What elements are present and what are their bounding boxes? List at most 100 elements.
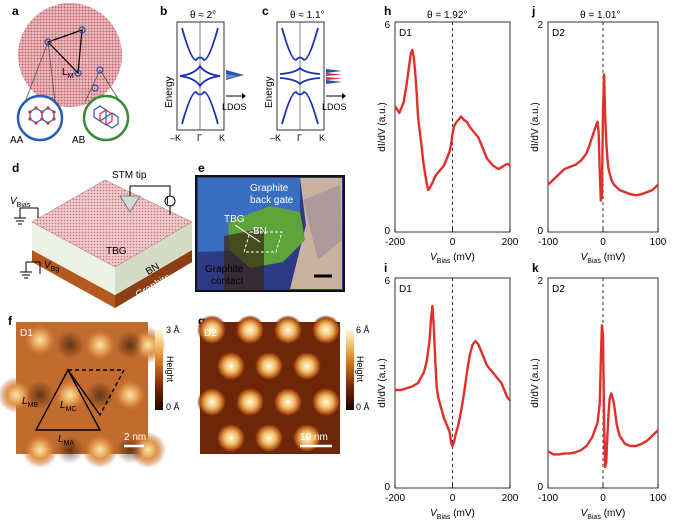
svg-text:LMB: LMB	[22, 396, 38, 409]
panel-h-label: h	[384, 4, 391, 18]
xaxis-label: VBias (mV)	[581, 252, 626, 265]
moire-spot	[22, 322, 58, 358]
xtick-label: -200	[385, 493, 405, 504]
panel-c-ldos: LDOS	[322, 102, 347, 112]
panel-b-title: θ ≈ 2°	[190, 10, 216, 21]
xtick-label: 100	[650, 493, 667, 504]
moire-unit-triangle	[34, 368, 102, 431]
svg-text:K: K	[319, 133, 325, 143]
moire-spot	[273, 315, 303, 345]
ytick-label: 6	[384, 276, 390, 287]
panel-k-label: k	[532, 261, 539, 275]
xtick-label: 0	[450, 493, 456, 504]
svg-text:Graphite: Graphite	[205, 264, 244, 275]
svg-text:K: K	[219, 133, 225, 143]
panel-f-scale: 2 nm	[124, 432, 146, 443]
photo-bn-label: BN	[253, 226, 267, 237]
xtick-label: 200	[502, 493, 519, 504]
svg-text:LMC: LMC	[60, 400, 76, 413]
ytick-label: 0	[537, 226, 543, 237]
panel-j-label: j	[531, 4, 535, 18]
panel-c: c θ ≈ 1.1° Energy LDOS –K Γ K	[262, 4, 347, 143]
svg-text:Γ: Γ	[297, 133, 302, 143]
panel-g: g D2 10 nm 6 Å 0 Å Height	[197, 314, 370, 454]
device-label: D1	[399, 28, 412, 39]
vbg-label: VBg	[44, 260, 59, 273]
svg-text:LMA: LMA	[58, 434, 74, 447]
stm-tip-label: STM tip	[112, 170, 147, 181]
moire-spot	[311, 387, 341, 417]
tbg-surface	[31, 179, 193, 268]
panel-a: a LM AA AB	[10, 3, 130, 146]
panel-e-label: e	[198, 161, 205, 175]
xaxis-label: VBias (mV)	[430, 252, 475, 265]
panel-d: d STM tip I VBias VBg TBG BN G	[10, 161, 193, 308]
ab-label: AB	[72, 135, 86, 146]
colorbar-g	[346, 330, 354, 410]
moire-triangle	[46, 29, 83, 75]
svg-text:0 Å: 0 Å	[166, 402, 180, 412]
svg-text:Height: Height	[165, 356, 175, 383]
ytick-label: 0	[384, 226, 390, 237]
svg-text:–K: –K	[170, 133, 181, 143]
panel-b-ldos: LDOS	[222, 102, 247, 112]
moire-spot	[235, 315, 265, 345]
spectrum-line	[547, 73, 659, 202]
panel-g-device: D2	[204, 328, 217, 339]
moire-spot	[22, 432, 58, 468]
lm-label: LM	[62, 67, 74, 80]
panel-a-label: a	[12, 4, 19, 18]
xtick-label: 0	[450, 237, 456, 248]
moire-spot	[254, 351, 284, 381]
moire-spot	[273, 387, 303, 417]
moire-spot	[311, 315, 341, 345]
panel-c-title: θ ≈ 1.1°	[290, 10, 325, 21]
aa-label: AA	[10, 135, 24, 146]
svg-text:contact: contact	[211, 276, 243, 287]
xtick-label: 200	[502, 237, 519, 248]
ytick-label: 0	[384, 482, 390, 493]
svg-text:back gate: back gate	[250, 195, 294, 206]
panel-b-label: b	[160, 4, 167, 18]
svg-text:Height: Height	[355, 356, 365, 383]
panel-b: b θ ≈ 2° Energy LDOS –K Γ K	[160, 4, 247, 143]
ytick-label: 2	[537, 276, 543, 287]
moire-spot	[0, 377, 34, 413]
xtick-label: 0	[600, 493, 606, 504]
svg-text:Γ: Γ	[197, 133, 202, 143]
moire-spot	[82, 432, 118, 468]
svg-text:–K: –K	[270, 133, 281, 143]
yaxis-label: dI/dV (a.u.)	[377, 102, 388, 151]
ytick-label: 6	[384, 20, 390, 31]
tbg-label: TBG	[106, 246, 127, 257]
panel-g-scale: 10 nm	[300, 432, 328, 443]
moire-spot	[216, 351, 246, 381]
device-label: D2	[552, 284, 565, 295]
xtick-label: 0	[600, 237, 606, 248]
panel-f-device: D1	[20, 328, 33, 339]
panel-f-label: f	[8, 314, 13, 328]
spectrum-line	[395, 304, 511, 448]
ytick-label: 0	[537, 482, 543, 493]
yaxis-label: dI/dV (a.u.)	[377, 358, 388, 407]
theta-d1-header: θ = 1.92°	[427, 10, 467, 21]
svg-text:3 Å: 3 Å	[166, 325, 180, 335]
photo-tbg-label: TBG	[224, 214, 245, 225]
moire-spot	[82, 327, 118, 363]
moire-spot	[112, 377, 148, 413]
yaxis-label: dI/dV (a.u.)	[530, 358, 541, 407]
panel-e: e Graphite back gate TBG BN Graphite con…	[195, 161, 345, 292]
theta-d2-header: θ = 1.01°	[580, 10, 620, 21]
svg-text:0 Å: 0 Å	[356, 402, 370, 412]
panel-d-label: d	[12, 161, 19, 175]
xtick-label: -100	[538, 493, 558, 504]
moire-spot	[235, 387, 265, 417]
moire-disk	[18, 3, 122, 107]
xtick-label: -100	[538, 237, 558, 248]
panel-c-label: c	[262, 4, 269, 18]
